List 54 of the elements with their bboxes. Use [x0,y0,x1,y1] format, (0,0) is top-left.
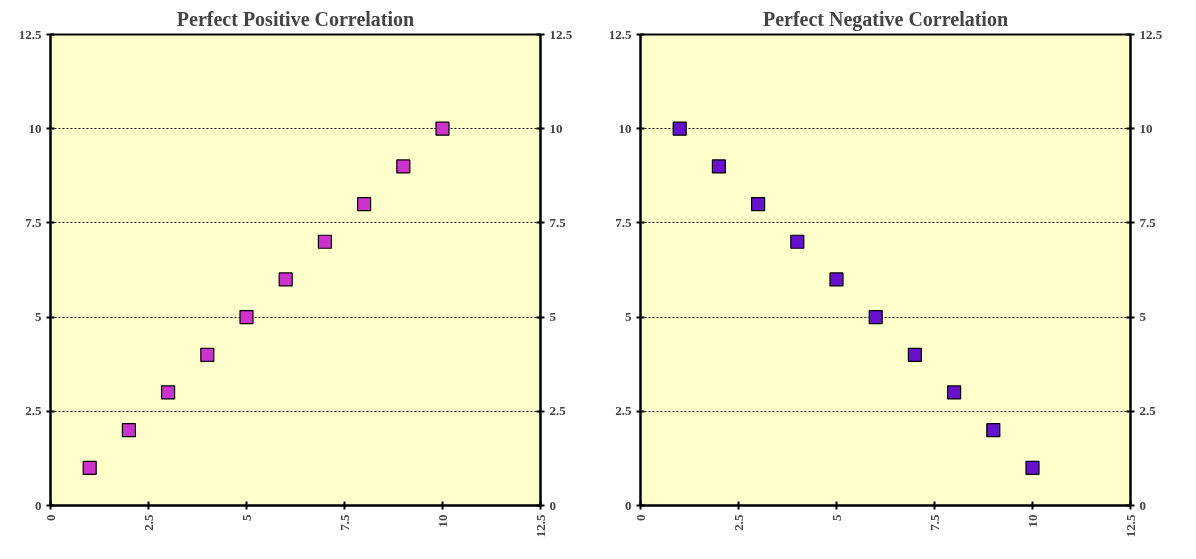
x-tick-label: 7.5 [336,514,352,531]
y-tick-label: 5 [625,309,632,325]
y-tick-label: 10 [28,120,42,136]
point [278,272,293,287]
point [317,234,332,249]
point [868,310,883,325]
point [907,347,922,362]
x-tick-label: 7.5 [926,514,942,531]
point [435,121,450,136]
x-tick-label: 10 [434,514,450,528]
chart-title: Perfect Positive Correlation [176,7,415,30]
x-tick-label: 10 [1024,514,1040,528]
point [82,460,97,475]
x-tick-label: 2.5 [730,514,746,531]
point [396,159,411,174]
x-tick-label: 12.5 [1122,514,1138,538]
point [121,423,136,438]
y-tick-label: 2.5 [25,403,42,419]
y-tick-label: 12.5 [608,26,632,42]
y-tick-label: 12.5 [18,26,42,42]
y2-tick-label: 5 [549,309,557,325]
y2-tick-label: 10 [549,120,563,136]
point [161,385,176,400]
x-tick-label: 12.5 [532,514,548,538]
x-tick-label: 0 [632,514,648,521]
y2-tick-label: 5 [1139,309,1147,325]
point [790,234,805,249]
y-tick-label: 5 [35,309,42,325]
y2-tick-label: 12.5 [1139,26,1163,42]
point [711,159,726,174]
chart-title: Perfect Negative Correlation [762,7,1009,31]
y-tick-label: 10 [618,120,632,136]
y2-tick-label: 7.5 [549,214,567,230]
y2-tick-label: 2.5 [1139,403,1157,419]
x-tick-label: 5 [828,514,844,521]
x-tick-label: 0 [42,514,58,521]
y2-tick-label: 7.5 [1139,214,1157,230]
point [986,423,1001,438]
point [829,272,844,287]
point [200,347,215,362]
y2-tick-label: 12.5 [549,26,573,42]
y2-tick-label: 2.5 [549,403,567,419]
point [751,196,766,212]
y-tick-label: 7.5 [615,214,632,230]
point [1025,460,1040,475]
x-tick-label: 5 [238,514,254,521]
point [239,310,254,325]
point [672,121,687,136]
point [947,385,962,400]
y2-tick-label: 10 [1139,120,1153,136]
x-tick-label: 2.5 [140,514,156,531]
y-tick-label: 7.5 [25,214,42,230]
y-tick-label: 2.5 [615,403,632,419]
point [357,196,372,212]
